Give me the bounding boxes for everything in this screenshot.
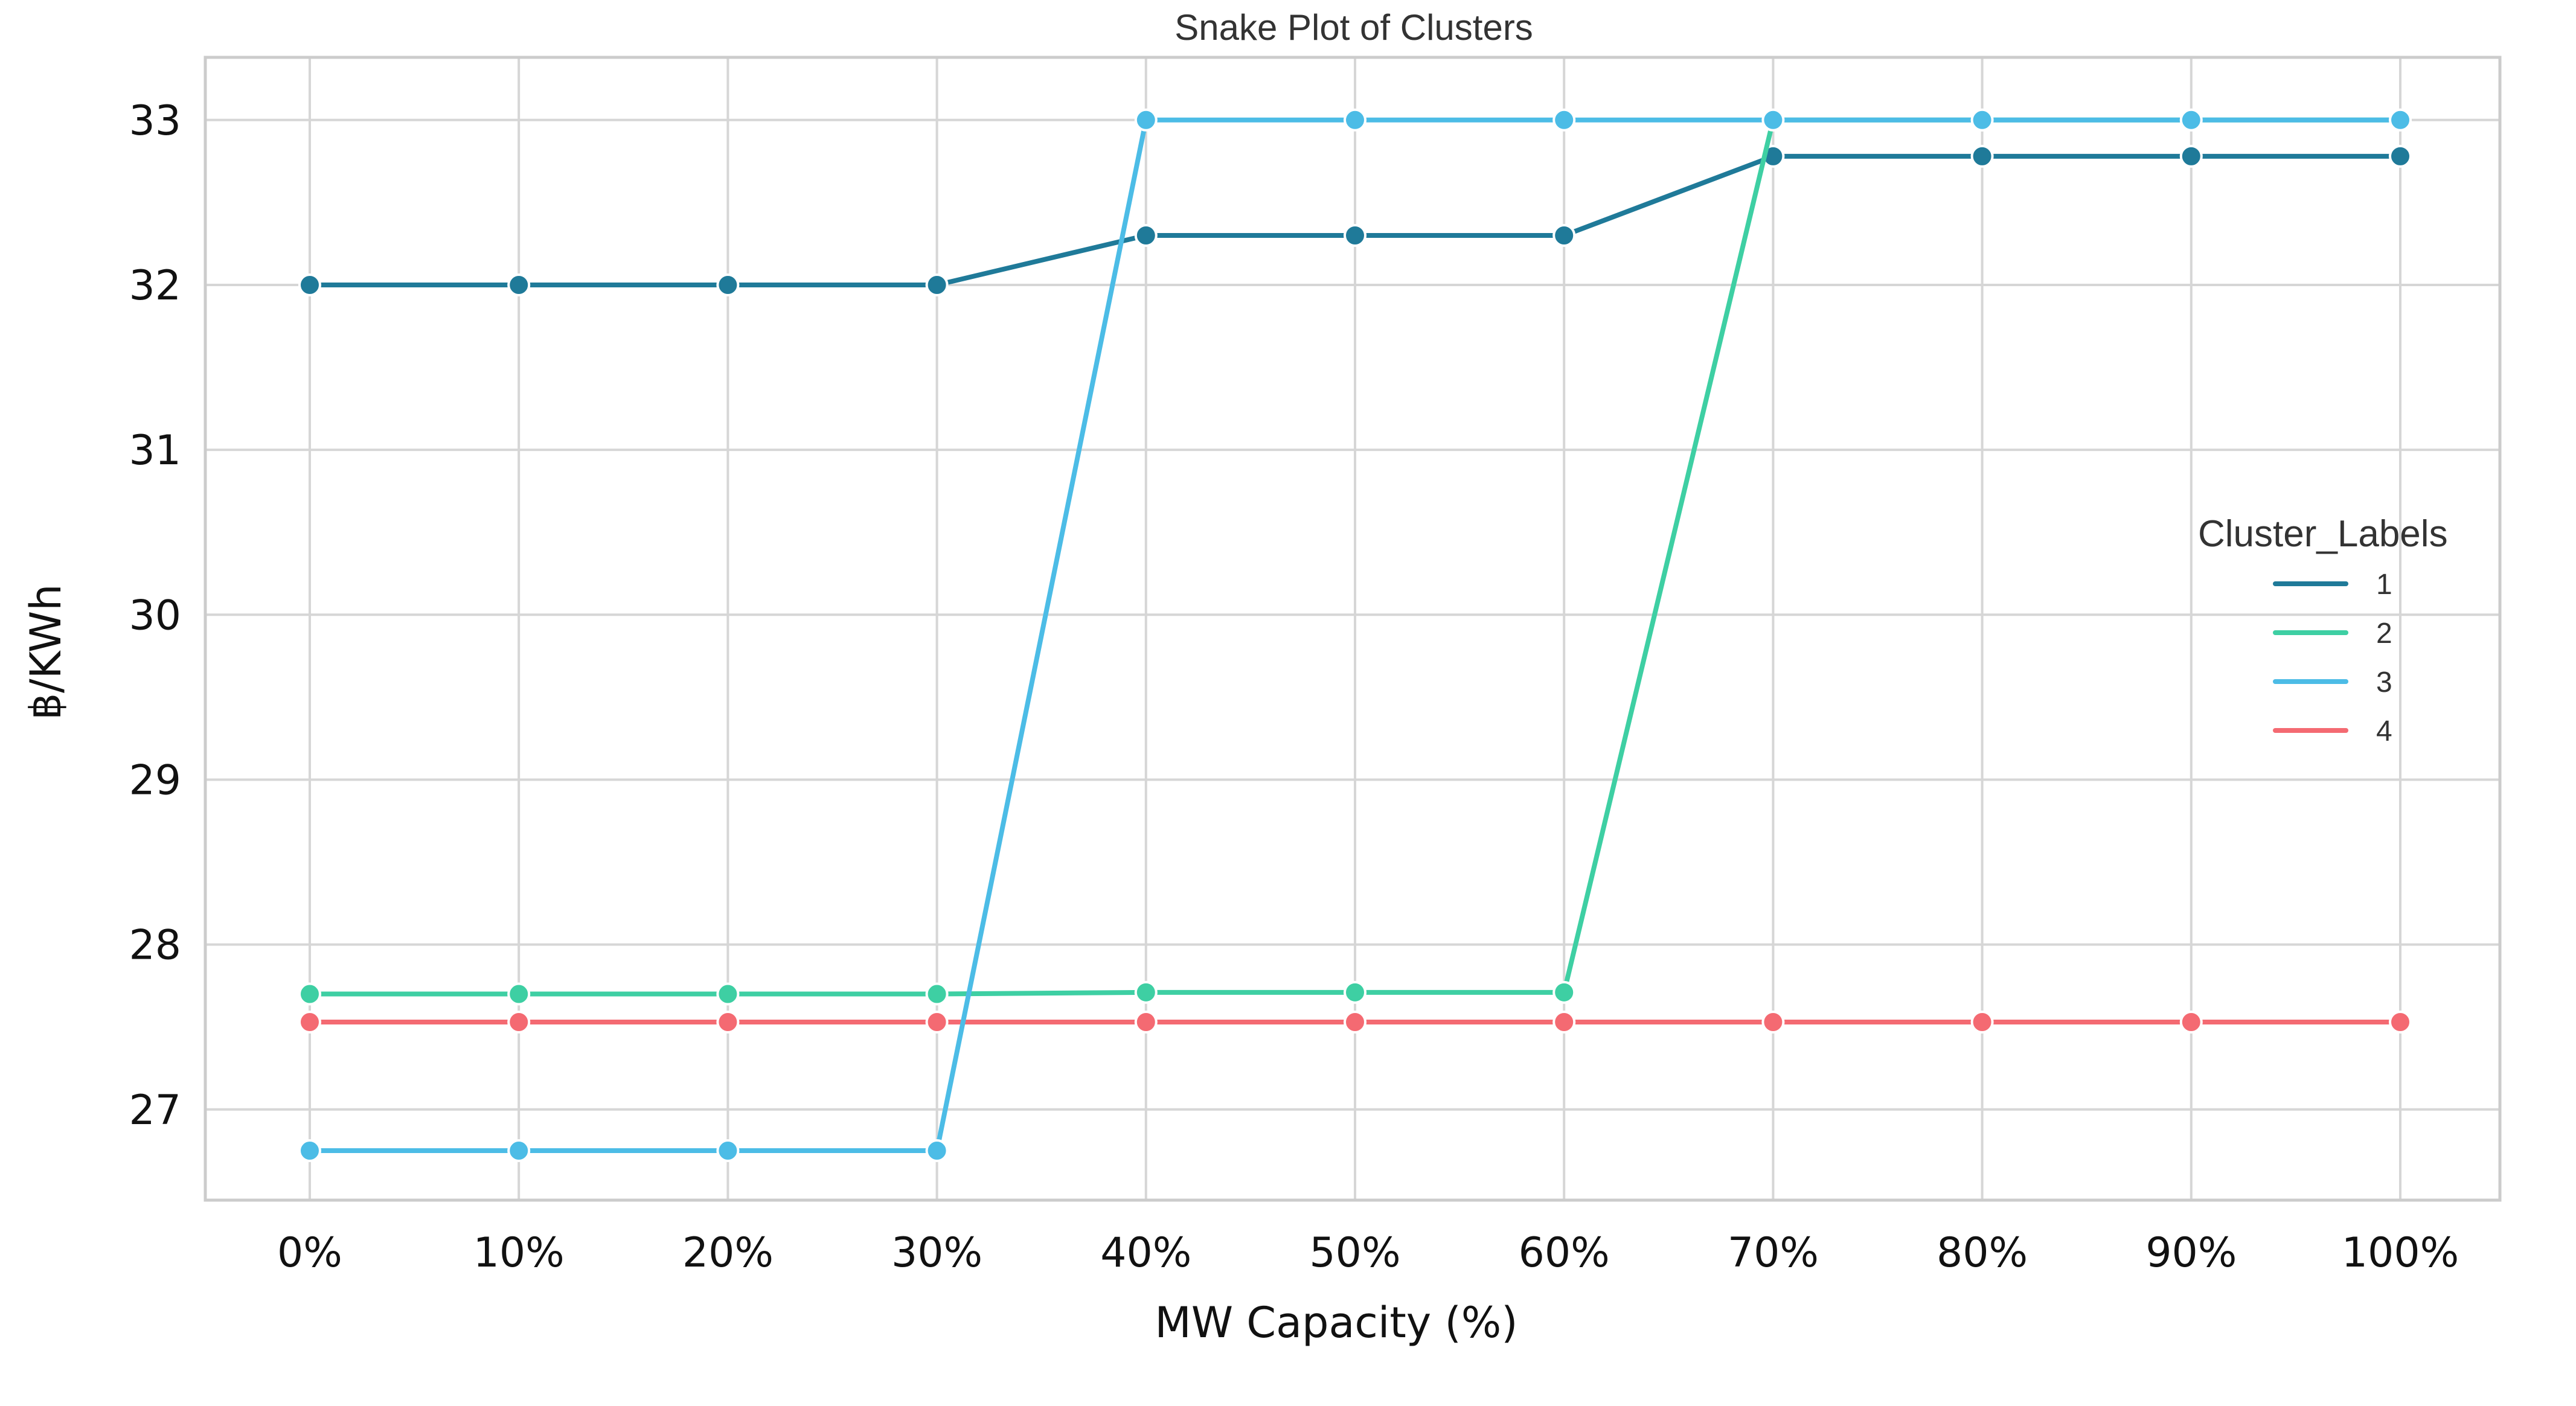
data-point-4 xyxy=(1134,1010,1158,1034)
data-point-2 xyxy=(716,982,740,1006)
legend-label-4: 4 xyxy=(2376,715,2392,747)
data-point-1 xyxy=(2389,144,2412,168)
x-tick-label: 50% xyxy=(1309,1229,1400,1277)
legend: Cluster_Labels 1 2 3 4 xyxy=(2198,513,2448,747)
legend-entries: 1 2 3 4 xyxy=(2273,569,2392,747)
y-tick-label: 28 xyxy=(129,922,181,970)
series-layer xyxy=(298,108,2412,1163)
legend-title: Cluster_Labels xyxy=(2198,513,2448,555)
data-point-2 xyxy=(925,982,949,1006)
data-point-4 xyxy=(507,1010,531,1034)
data-point-1 xyxy=(925,273,949,296)
data-point-2 xyxy=(1344,980,1366,1004)
data-point-3 xyxy=(2179,108,2203,132)
y-tick-label: 32 xyxy=(129,262,181,310)
chart-title: Snake Plot of Clusters xyxy=(1174,7,1533,48)
data-point-4 xyxy=(2179,1010,2203,1034)
x-tick-label: 10% xyxy=(473,1229,565,1277)
y-tick-label: 29 xyxy=(129,756,181,804)
data-point-1 xyxy=(1134,224,1158,248)
x-tick-label: 70% xyxy=(1728,1229,1819,1277)
data-point-3 xyxy=(507,1139,531,1163)
data-point-3 xyxy=(716,1139,740,1163)
data-point-3 xyxy=(2389,108,2412,132)
data-point-1 xyxy=(716,273,740,296)
data-point-4 xyxy=(925,1010,949,1034)
legend-label-3: 3 xyxy=(2376,666,2392,698)
data-point-3 xyxy=(1970,108,1994,132)
data-point-1 xyxy=(507,273,531,296)
data-point-3 xyxy=(925,1139,949,1163)
x-tick-label: 80% xyxy=(1937,1229,2028,1277)
data-point-3 xyxy=(1552,108,1576,132)
data-point-2 xyxy=(298,982,321,1006)
x-tick-label: 20% xyxy=(682,1229,774,1277)
data-point-2 xyxy=(1134,980,1158,1004)
data-point-4 xyxy=(716,1010,740,1034)
x-tick-label: 40% xyxy=(1100,1229,1191,1277)
legend-label-1: 1 xyxy=(2376,569,2392,601)
data-point-3 xyxy=(1344,108,1366,132)
series-3 xyxy=(298,108,2412,1163)
y-tick-label: 33 xyxy=(129,97,181,145)
y-tick-label: 30 xyxy=(129,592,181,639)
data-point-1 xyxy=(1344,224,1366,248)
data-point-1 xyxy=(1970,144,1994,168)
data-point-3 xyxy=(298,1139,321,1163)
x-tick-label: 30% xyxy=(891,1229,982,1277)
x-tick-labels: 0% 10% 20% 30% 40% 50% 60% 70% 80% 90% 100% xyxy=(277,1229,2459,1277)
data-point-3 xyxy=(1761,108,1785,132)
data-point-4 xyxy=(2389,1010,2412,1034)
x-tick-label: 60% xyxy=(1519,1229,1610,1277)
data-point-1 xyxy=(2179,144,2203,168)
series-1 xyxy=(298,144,2412,296)
data-point-2 xyxy=(507,982,531,1006)
data-point-4 xyxy=(1344,1010,1366,1034)
x-axis-label: MW Capacity (%) xyxy=(1155,1298,1517,1347)
x-tick-label: 0% xyxy=(277,1229,342,1277)
data-point-1 xyxy=(298,273,321,296)
data-point-4 xyxy=(1552,1010,1576,1034)
x-tick-label: 90% xyxy=(2145,1229,2237,1277)
y-tick-label: 27 xyxy=(129,1087,181,1134)
data-point-2 xyxy=(1552,980,1576,1004)
y-tick-label: 31 xyxy=(129,427,181,475)
data-point-4 xyxy=(298,1010,321,1034)
legend-label-2: 2 xyxy=(2376,618,2392,650)
plot-frame xyxy=(203,56,2502,1202)
x-tick-label: 100% xyxy=(2342,1229,2459,1277)
y-axis-label: ฿/KWh xyxy=(21,584,71,720)
data-point-1 xyxy=(1552,224,1576,248)
data-point-3 xyxy=(1134,108,1158,132)
y-tick-labels: 27 28 29 30 31 32 33 xyxy=(129,97,181,1134)
data-point-4 xyxy=(1761,1010,1785,1034)
series-4 xyxy=(298,1010,2412,1034)
data-point-4 xyxy=(1970,1010,1994,1034)
